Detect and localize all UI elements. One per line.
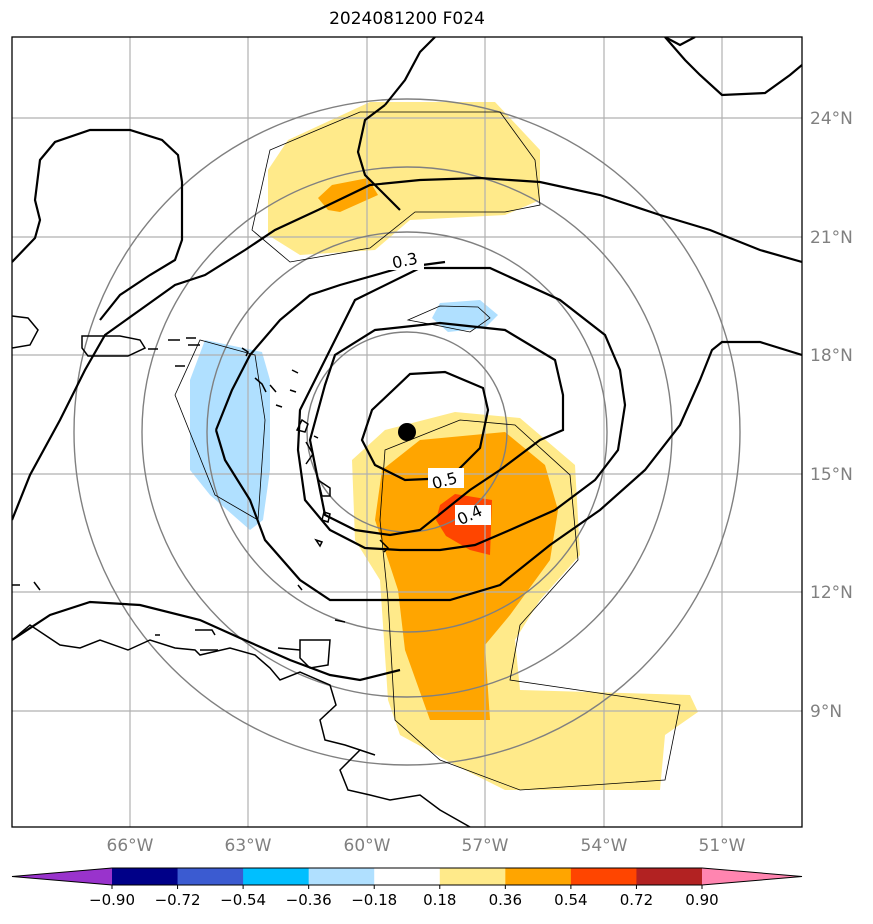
contour-label-group: 0.3 0.5 0.4 — [388, 249, 491, 529]
longitude-labels: 66°W 63°W 60°W 57°W 54°W 51°W — [107, 836, 746, 856]
colorbar-segment — [636, 868, 703, 885]
south-america-coast — [12, 581, 471, 827]
colorbar-tick-label: −0.54 — [220, 891, 266, 909]
colorbar-tick-label: 0.90 — [685, 891, 718, 909]
colorbar-extend-min — [12, 868, 112, 885]
puerto-rico — [81, 335, 147, 357]
contour-northwest — [12, 128, 184, 321]
colorbar-segment — [243, 868, 310, 885]
contour-label-03: 0.3 — [390, 249, 419, 273]
shade-positive-018-north — [268, 102, 540, 255]
storm-center-marker — [398, 423, 416, 441]
colorbar-tick-label: −0.72 — [155, 891, 201, 909]
lat-label: 15°N — [810, 465, 853, 485]
contour-closed-center — [360, 370, 490, 482]
colorbar-tick-label: −0.18 — [351, 891, 397, 909]
lon-label: 63°W — [225, 836, 272, 856]
colorbar-segment — [112, 868, 179, 885]
colorbar-segment — [505, 868, 572, 885]
contour-lines — [12, 37, 802, 682]
puerto-rico-hispaniola — [12, 315, 39, 349]
colorbar-tick-label: 0.54 — [554, 891, 587, 909]
shade-negative-018-west — [190, 340, 270, 530]
thin-outline-contours — [174, 111, 681, 791]
colorbar-tick-label: −0.90 — [89, 891, 135, 909]
map-frame — [11, 36, 803, 828]
colorbar-tick-label: 0.36 — [489, 891, 522, 909]
lon-label: 57°W — [462, 836, 509, 856]
range-ring-4 — [73, 98, 741, 766]
colorbar-segment — [177, 868, 244, 885]
contour-north — [384, 37, 436, 106]
colorbar-segment — [308, 868, 375, 885]
colorbar-tick-label: −0.36 — [286, 891, 332, 909]
lat-label: 12°N — [810, 583, 853, 603]
colorbar-segment — [439, 868, 506, 885]
contour-ring-3 — [296, 266, 627, 552]
contour-ring-2 — [308, 321, 565, 537]
lon-label: 66°W — [107, 836, 154, 856]
colorbar-tick-label: 0.72 — [620, 891, 653, 909]
colorbar: −0.90 −0.72 −0.54 −0.36 −0.18 0.18 0.36 0.54 0.7… — [11, 867, 803, 909]
chart-title: 2024081200 F024 — [329, 9, 485, 29]
coastlines — [12, 315, 471, 827]
lat-label: 18°N — [810, 346, 853, 366]
colorbar-segment — [374, 868, 441, 885]
lon-label: 60°W — [344, 836, 391, 856]
range-rings — [73, 98, 741, 766]
latitude-labels: 24°N 21°N 18°N 15°N 12°N 9°N — [810, 109, 853, 722]
shade-positive-036-south — [375, 432, 558, 720]
colorbar-extend-max — [702, 868, 802, 885]
contour-outer-west — [214, 260, 446, 431]
lon-label: 54°W — [581, 836, 628, 856]
lat-label: 24°N — [810, 109, 853, 129]
lat-label: 21°N — [810, 228, 853, 248]
contour-northeast — [664, 37, 802, 97]
range-ring-2 — [206, 231, 608, 633]
range-ring-3 — [141, 166, 673, 698]
lat-label: 9°N — [810, 702, 842, 722]
graticule — [12, 37, 802, 827]
colorbar-tick-label: 0.18 — [423, 891, 456, 909]
contour-far-south — [12, 600, 401, 682]
contour-western-arc — [12, 176, 802, 521]
colorbar-segment — [570, 868, 637, 885]
contour-outer-south — [214, 340, 802, 602]
lon-label: 51°W — [699, 836, 746, 856]
